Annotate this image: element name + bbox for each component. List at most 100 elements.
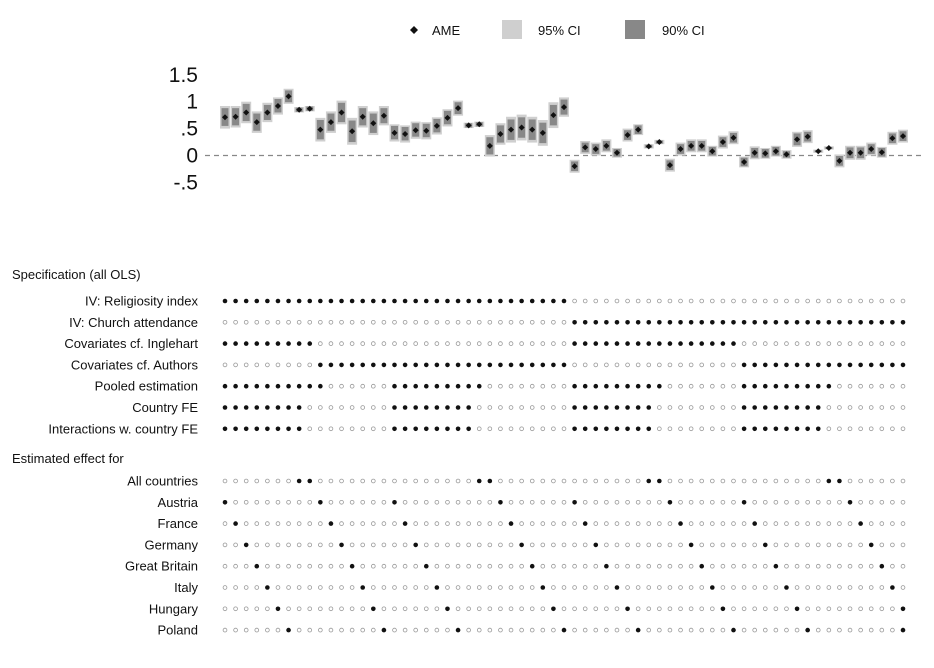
- dot-empty: [784, 478, 789, 484]
- y-tick-label: 1: [186, 91, 198, 114]
- dot-empty: [614, 298, 620, 304]
- dot-empty: [307, 542, 313, 548]
- dot-empty: [762, 606, 768, 612]
- dot-empty: [275, 563, 281, 569]
- dot-filled: [445, 362, 450, 368]
- dot-empty: [445, 563, 450, 569]
- dot-filled: [328, 362, 334, 368]
- dot-filled: [254, 298, 260, 304]
- dot-filled: [890, 362, 895, 368]
- dot-empty: [720, 405, 726, 410]
- dot-empty: [900, 542, 906, 548]
- dot-empty: [466, 627, 471, 633]
- dot-empty: [688, 383, 694, 389]
- dot-empty: [254, 585, 260, 590]
- dot-empty: [688, 405, 694, 410]
- dot-empty: [815, 499, 821, 505]
- dot-empty: [657, 405, 662, 410]
- dot-empty: [678, 383, 683, 389]
- dot-empty: [837, 606, 842, 612]
- dot-empty: [815, 606, 821, 612]
- dot-empty: [529, 383, 535, 389]
- dot-empty: [529, 405, 535, 410]
- dot-empty: [275, 319, 281, 325]
- dot-empty: [318, 341, 323, 346]
- estimate-3: [251, 111, 262, 133]
- dot-empty: [858, 606, 863, 612]
- dot-filled: [805, 383, 810, 389]
- dot-filled: [572, 405, 577, 410]
- dot-empty: [529, 341, 535, 346]
- estimate-5: [272, 97, 283, 115]
- dot-empty: [879, 405, 885, 410]
- estimate-10: [325, 111, 336, 133]
- dot-empty: [625, 521, 630, 526]
- ame-point: [889, 135, 896, 142]
- estimate-42: [664, 158, 675, 172]
- dot-empty: [275, 542, 281, 548]
- estimate-13: [357, 106, 368, 128]
- dot-empty: [360, 542, 366, 548]
- dot-filled: [318, 298, 323, 304]
- dot-filled: [635, 383, 641, 389]
- dot-empty: [572, 478, 577, 484]
- dot-empty: [805, 521, 810, 526]
- dot-empty: [349, 341, 355, 346]
- ame-point: [836, 157, 843, 164]
- dot-empty: [561, 521, 567, 526]
- dot-filled: [794, 362, 800, 368]
- dot-empty: [688, 521, 694, 526]
- dot-empty: [667, 478, 673, 484]
- dot-empty: [710, 521, 715, 526]
- dot-empty: [381, 563, 387, 569]
- dot-empty: [445, 478, 450, 484]
- dot-empty: [265, 627, 270, 633]
- dot-empty: [741, 542, 747, 548]
- dot-filled: [858, 521, 863, 526]
- dot-empty: [508, 383, 514, 389]
- dot-empty: [593, 521, 599, 526]
- dot-empty: [222, 606, 228, 612]
- dot-filled: [826, 362, 832, 368]
- dot-empty: [455, 563, 461, 569]
- ame-point: [868, 146, 875, 153]
- dot-filled: [847, 320, 853, 325]
- dot-empty: [614, 627, 620, 633]
- dot-empty: [699, 606, 705, 612]
- ame-point: [274, 103, 281, 110]
- dot-empty: [805, 542, 810, 548]
- dot-empty: [360, 627, 366, 633]
- dot-filled: [487, 362, 493, 368]
- dot-empty: [604, 499, 609, 505]
- dot-empty: [413, 606, 418, 612]
- dot-empty: [275, 521, 281, 526]
- dot-empty: [900, 499, 906, 505]
- ame-point: [635, 126, 642, 133]
- dot-empty: [762, 298, 768, 304]
- estimate-23: [463, 122, 474, 129]
- dot-filled: [413, 426, 418, 432]
- dot-empty: [837, 521, 842, 526]
- dot-empty: [699, 362, 705, 368]
- dot-filled: [243, 542, 249, 548]
- effect-row-label: Hungary: [149, 601, 199, 616]
- dot-empty: [233, 585, 238, 590]
- dot-filled: [593, 383, 599, 389]
- spec-row-label: Interactions w. country FE: [48, 421, 198, 436]
- dot-empty: [773, 627, 779, 633]
- dot-empty: [487, 405, 493, 410]
- dot-filled: [434, 585, 440, 590]
- dot-filled: [508, 521, 514, 526]
- dot-empty: [286, 478, 291, 484]
- dot-empty: [498, 606, 503, 612]
- dot-empty: [307, 405, 313, 410]
- dot-empty: [720, 542, 726, 548]
- dot-empty: [434, 542, 440, 548]
- dot-empty: [487, 585, 493, 590]
- spec-row-0-dots: [222, 298, 906, 304]
- dot-filled: [551, 606, 556, 612]
- dot-empty: [265, 563, 270, 569]
- dot-empty: [413, 585, 418, 590]
- effect-row-label: Great Britain: [125, 559, 198, 574]
